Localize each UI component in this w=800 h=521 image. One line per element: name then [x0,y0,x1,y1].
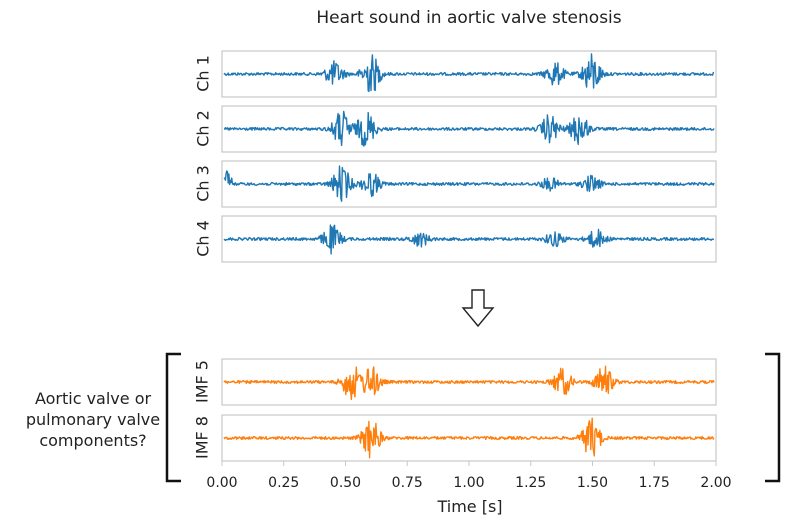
question-line-1: Aortic valve or [34,389,152,408]
x-tick-label: 1.50 [576,475,609,491]
series-line [223,110,715,147]
x-tick-label: 1.00 [453,475,485,491]
panel-frame [221,160,717,208]
series-line [223,417,715,459]
panel-frame [221,215,717,263]
x-tick-label: 2.00 [700,475,732,491]
y-label-ch1: Ch 1 [193,55,213,92]
question-annotation: Aortic valve or pulmonary valve componen… [18,388,168,451]
x-axis-label: Time [s] [437,497,503,516]
x-tick-label: 0.75 [391,475,423,491]
question-line-3: components? [39,431,147,450]
panel-frame [221,358,717,406]
series-line [223,365,715,400]
series-line [223,224,715,255]
series-line [223,165,715,202]
panel-frame [221,50,717,98]
question-line-2: pulmonary valve [25,410,161,429]
y-label-ch4: Ch 4 [193,220,213,257]
x-tick-label: 1.75 [638,475,670,491]
series-line [223,53,714,93]
x-tick-label: 0.50 [329,475,362,491]
x-tick-label: 1.25 [515,475,547,491]
y-label-imf8: IMF 8 [192,416,212,459]
chart-title: Heart sound in aortic valve stenosis [316,8,622,28]
x-tick-label: 0.00 [206,475,238,491]
left-bracket [165,352,181,483]
panel-frame [221,105,717,153]
y-label-ch2: Ch 2 [193,110,213,147]
y-label-imf5: IMF 5 [192,360,212,403]
right-bracket [765,352,781,483]
y-label-ch3: Ch 3 [193,165,213,202]
x-tick-label: 0.25 [268,475,300,491]
hollow-down-arrow-icon [461,289,495,328]
